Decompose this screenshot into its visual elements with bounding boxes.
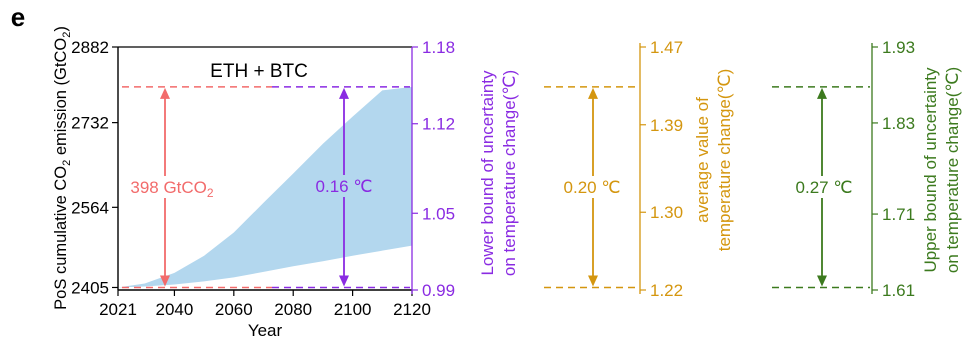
y-tick-label: 2882 [71,38,109,57]
x-tick-label: 2021 [99,300,137,319]
temperature-difference-label: 0.20 ℃ [564,178,621,197]
x-tick-label: 2120 [393,300,431,319]
temperature-arrow-head-top [588,87,598,99]
lower-temp-arrow-head-top [339,87,349,99]
emission-difference-label: 398 GtCO2 [130,178,214,200]
emission-annotation-backdrop [124,176,222,198]
temperature-difference-label: 0.27 ℃ [796,178,853,197]
temperature-axis-title: Upper bound of uncertainty on temperature… [921,67,962,273]
y-axis-title: PoS cumulative CO2 emission (GtCO2) [52,26,73,310]
x-tick-label: 2040 [156,300,194,319]
temperature-tick-label: 1.12 [422,115,455,134]
temperature-tick-label: 1.93 [882,38,915,57]
y-axis: 2405 2564 2732 2882 [71,38,118,297]
temperature-tick-label: 0.99 [422,281,455,300]
uncertainty-band-area [118,86,412,288]
temperature-tick-label: 1.61 [882,281,915,300]
temperature-tick-label: 1.30 [650,203,683,222]
temperature-tick-label: 1.18 [422,38,455,57]
chart-title: ETH + BTC [210,61,308,82]
temperature-axis-title: Lower bound of uncertainty on temperature… [478,70,519,276]
temperature-tick-label: 1.47 [650,38,683,57]
x-tick-label: 2080 [274,300,312,319]
lower-temp-difference-label: 0.16 ℃ [316,177,373,196]
temperature-axis-3: 1.61 1.71 1.83 1.93 0.27 ℃ Upper bound of unc… [772,38,962,300]
plot-frame [117,46,412,291]
temperature-tick-label: 1.39 [650,116,683,135]
emission-arrow-head-bottom [160,275,170,287]
y-tick-label: 2405 [71,278,109,297]
temperature-annotation-backdrop [790,176,858,198]
temperature-tick-label: 1.05 [422,204,455,223]
temperature-axis-title: average value of temperature change(℃) [693,69,734,252]
temperature-arrow-head-top [817,87,827,99]
temperature-annotation-backdrop [558,176,626,198]
x-tick-label: 2100 [334,300,372,319]
temperature-arrow-head-bottom [588,275,598,287]
temperature-tick-label: 1.71 [882,205,915,224]
temperature-axis-2: 1.22 1.30 1.39 1.47 0.20 ℃ average value of te… [544,38,734,300]
temperature-tick-label: 1.22 [650,281,683,300]
x-tick-label: 2060 [215,300,253,319]
x-axis-title: Year [248,321,283,340]
lower-temp-arrow-head-bottom [339,275,349,287]
temperature-axis-1: 0.99 1.05 1.12 1.18 Lower bound of uncertain… [411,38,519,300]
reference-lines [122,86,410,289]
y-tick-label: 2564 [71,198,109,217]
y-tick-label: 2732 [71,114,109,133]
lower-temp-annotation-backdrop [308,175,380,197]
x-axis: 2021 2040 2060 2080 2100 2120 [99,290,431,319]
temperature-axes: 0.99 1.05 1.12 1.18 Lower bound of uncertain… [411,38,962,300]
temperature-arrow-head-bottom [817,275,827,287]
panel-label: e [11,2,25,32]
emission-arrow-head-top [160,87,170,99]
temperature-tick-label: 1.83 [882,114,915,133]
